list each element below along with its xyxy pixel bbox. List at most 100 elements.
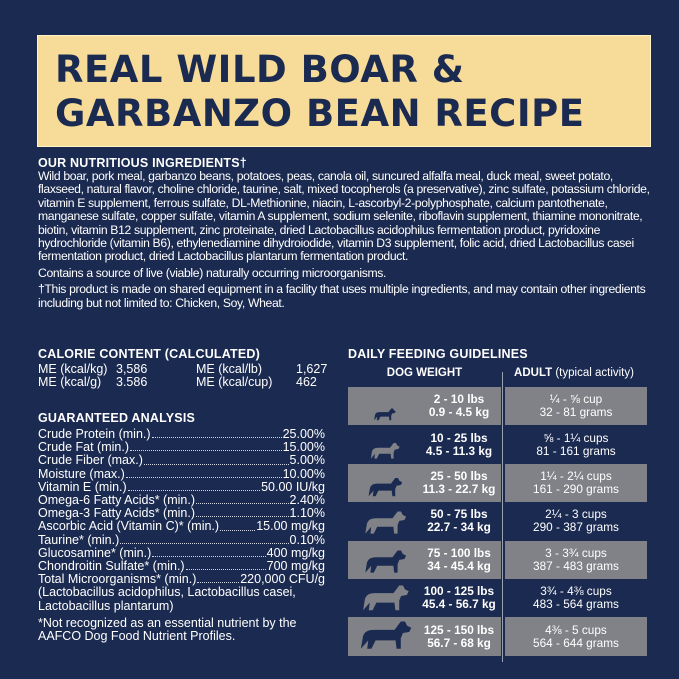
nutrient-label: Omega-6 Fatty Acids* (min.) bbox=[38, 493, 195, 508]
allergen-disclaimer: †This product is made on shared equipmen… bbox=[38, 282, 646, 310]
nutrient-value: 5.00% bbox=[289, 453, 325, 468]
nutrient-value: 50.00 IU/kg bbox=[261, 479, 325, 494]
product-title: REAL WILD BOAR & GARBANZO BEAN RECIPE bbox=[37, 35, 651, 147]
weight-lbs: 50 - 75 lbs bbox=[430, 507, 488, 522]
weight-lbs: 2 - 10 lbs bbox=[433, 392, 485, 407]
column-divider bbox=[502, 372, 503, 662]
amount-grams: 387 - 483 grams bbox=[533, 558, 619, 573]
weight-lbs: 75 - 100 lbs bbox=[427, 545, 491, 560]
adult-header-bold: ADULT bbox=[514, 367, 553, 379]
medium-dog-icon bbox=[356, 465, 412, 501]
adult-header-note: (typical activity) bbox=[552, 367, 634, 379]
analysis-row: Omega-3 Fatty Acids* (min.) 1.10% bbox=[38, 507, 325, 520]
weight-lbs: 125 - 150 lbs bbox=[423, 622, 495, 637]
nutrient-label: Vitamin E (min.) bbox=[38, 479, 127, 494]
leader-dots bbox=[197, 573, 240, 584]
calorie-label: ME (kcal/kg) bbox=[38, 362, 108, 376]
weight-kg: 34 - 45.4 kg bbox=[427, 558, 491, 573]
analysis-row: Crude Protein (min.) 25.00% bbox=[38, 427, 325, 441]
ingredients-text: Wild boar, pork meal, garbanzo beans, po… bbox=[38, 169, 650, 264]
calorie-value: 3.586 bbox=[116, 374, 148, 389]
leader-dots bbox=[220, 520, 256, 531]
amount-grams: 81 - 161 grams bbox=[536, 443, 616, 458]
leader-dots bbox=[185, 560, 266, 571]
amount-grams: 32 - 81 grams bbox=[539, 405, 613, 420]
weight-kg: 56.7 - 68 kg bbox=[427, 635, 491, 650]
nutrient-label: Glucosamine* (min.) bbox=[38, 545, 152, 560]
analysis-row: Crude Fat (min.) 15.00% bbox=[38, 441, 325, 454]
calorie-value: 462 bbox=[296, 374, 317, 389]
aafco-note: *Not recognized as an essential nutrient… bbox=[38, 615, 297, 644]
guaranteed-analysis: GUARANTEED ANALYSIS Crude Protein (min.)… bbox=[38, 411, 325, 643]
feeding-row: 75 - 100 lbs 34 - 45.4 kg 3 - 3¾ cups 387 … bbox=[348, 540, 648, 579]
leader-dots bbox=[125, 468, 282, 478]
leader-dots bbox=[127, 481, 261, 492]
nutrient-value: 25.00% bbox=[282, 427, 325, 441]
weight-kg: 4.5 - 11.3 kg bbox=[425, 443, 493, 458]
amount-cups: ⅝ - 1¼ cups bbox=[543, 430, 609, 445]
nutrient-label: Moisture (max.) bbox=[38, 466, 125, 481]
weight-kg: 11.3 - 22.7 kg bbox=[422, 481, 496, 496]
weight-lbs: 25 - 50 lbs bbox=[430, 468, 488, 483]
weight-kg: 0.9 - 4.5 kg bbox=[428, 405, 490, 420]
giant-dog-icon bbox=[356, 619, 412, 655]
nutrient-label: Crude Fat (min.) bbox=[38, 440, 129, 455]
tiny-dog-icon bbox=[356, 388, 412, 424]
analysis-row: Moisture (max.) 10.00% bbox=[38, 466, 325, 481]
analysis-row: Glucosamine* (min.) 400 mg/kg bbox=[38, 545, 325, 560]
nutrient-value: 15.00 mg/kg bbox=[256, 519, 325, 534]
analysis-row: Ascorbic Acid (Vitamin C)* (min.) 15.00 m… bbox=[38, 520, 325, 533]
leader-dots bbox=[196, 507, 289, 518]
nutrient-label: Total Microorganisms* (min.) bbox=[38, 572, 197, 587]
weight-kg: 22.7 - 34 kg bbox=[427, 520, 491, 535]
analysis-row: Taurine* (min.) 0.10% bbox=[38, 532, 325, 547]
nutrient-value: 400 mg/kg bbox=[266, 545, 325, 560]
nutrient-value: 220,000 CFU/g bbox=[240, 572, 325, 587]
analysis-row: Omega-6 Fatty Acids* (min.) 2.40% bbox=[38, 493, 325, 508]
analysis-row: Total Microorganisms* (min.) 220,000 CFU/… bbox=[38, 573, 325, 586]
calorie-value: 3,586 bbox=[116, 362, 148, 376]
calorie-heading: CALORIE CONTENT (CALCULATED) bbox=[38, 347, 261, 361]
nutrient-value: 15.00% bbox=[282, 440, 325, 455]
amount-grams: 483 - 564 grams bbox=[533, 597, 619, 612]
feeding-row: 10 - 25 lbs 4.5 - 11.3 kg ⅝ - 1¼ cups 81 -… bbox=[348, 425, 648, 464]
leader-dots bbox=[143, 454, 289, 465]
organisms-list: (Lactobacillus acidophilus, Lactobacillu… bbox=[38, 585, 296, 613]
analysis-row: Vitamin E (min.) 50.00 IU/kg bbox=[38, 479, 325, 494]
amount-grams: 564 - 644 grams bbox=[533, 635, 619, 650]
small-dog-icon bbox=[356, 427, 412, 463]
leader-dots bbox=[130, 441, 282, 452]
great-dane-icon bbox=[356, 542, 412, 578]
title-line-1: REAL WILD BOAR & bbox=[55, 48, 465, 91]
ingredients-section: OUR NUTRITIOUS INGREDIENTS† Wild boar, p… bbox=[38, 156, 658, 310]
feeding-row: 25 - 50 lbs 11.3 - 22.7 kg 1¼ - 2¼ cups 16… bbox=[348, 463, 648, 503]
amount-grams: 161 - 290 grams bbox=[533, 481, 619, 496]
adult-header: ADULT (typical activity) bbox=[501, 367, 647, 387]
nutrient-value: 2.40% bbox=[289, 493, 325, 508]
ingredients-heading: OUR NUTRITIOUS INGREDIENTS† bbox=[38, 156, 247, 170]
analysis-row: Chondroitin Sulfate* (min.) 700 mg/kg bbox=[38, 559, 325, 574]
nutrient-label: Taurine* (min.) bbox=[38, 532, 120, 547]
amount-cups: 1¼ - 2¼ cups bbox=[540, 468, 612, 483]
nutrient-label: Chondroitin Sulfate* (min.) bbox=[38, 559, 185, 574]
amount-cups: 3¾ - 4⅜ cups bbox=[540, 584, 612, 599]
amount-grams: 290 - 387 grams bbox=[533, 520, 619, 535]
nutrient-label: Crude Protein (min.) bbox=[38, 427, 151, 441]
live-microorganisms-note: Contains a source of live (viable) natur… bbox=[38, 265, 387, 280]
feeding-row: 125 - 150 lbs 56.7 - 68 kg 4⅜ - 5 cups 564… bbox=[348, 617, 648, 656]
analysis-row: Crude Fiber (max.) 5.00% bbox=[38, 454, 325, 467]
feeding-guidelines: DAILY FEEDING GUIDELINES DOG WEIGHT ADUL… bbox=[348, 347, 648, 656]
calorie-label: ME (kcal/lb) bbox=[196, 362, 262, 376]
amount-cups: 4⅜ - 5 cups bbox=[545, 622, 607, 637]
calorie-value: 1,627 bbox=[296, 362, 328, 376]
amount-cups: ¼ - ⅝ cup bbox=[549, 392, 603, 407]
leader-dots bbox=[152, 547, 266, 558]
leader-dots bbox=[196, 494, 289, 505]
amount-cups: 2¼ - 3 cups bbox=[545, 507, 607, 522]
calorie-label: ME (kcal/cup) bbox=[196, 374, 273, 389]
feeding-row: 2 - 10 lbs 0.9 - 4.5 kg ¼ - ⅝ cup 32 - 81 … bbox=[348, 387, 648, 426]
feeding-row: 100 - 125 lbs 45.4 - 56.7 kg 3¾ - 4⅜ cups… bbox=[348, 578, 648, 618]
nutrient-value: 0.10% bbox=[289, 532, 325, 547]
nutrient-value: 10.00% bbox=[282, 466, 325, 481]
weight-kg: 45.4 - 56.7 kg bbox=[422, 597, 496, 612]
